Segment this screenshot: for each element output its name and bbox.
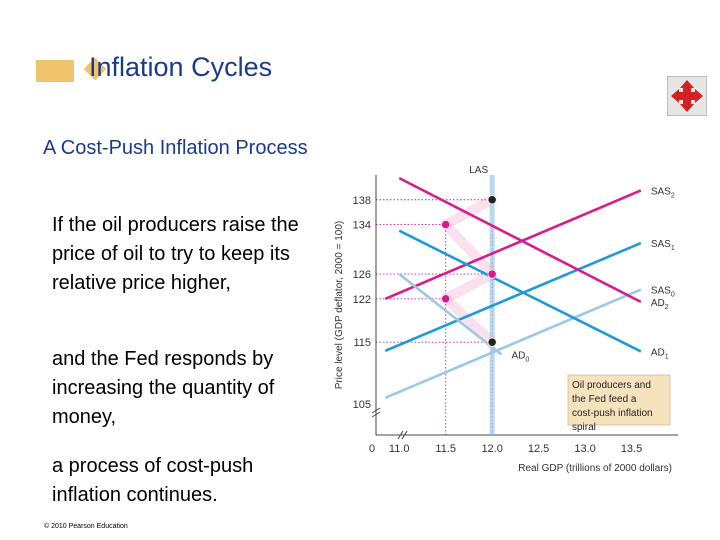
four-arrow-move-icon[interactable]: [667, 76, 707, 116]
annotation-line: the Fed feed a: [572, 394, 637, 405]
curve-sas1: [384, 241, 642, 353]
y-tick-label: 138: [353, 195, 371, 207]
x-tick-label: 13.5: [621, 443, 642, 455]
curve-sas0: [384, 288, 642, 400]
shift-band-1: [440, 219, 498, 280]
y-axis-break: [371, 407, 381, 418]
x-tick-label: 11.0: [389, 443, 410, 455]
y-tick-label: 105: [353, 399, 371, 411]
shift-band-2: [440, 194, 498, 230]
label-sas0: SAS0: [651, 286, 675, 299]
paragraph-inflation-continues: a process of cost-push inflation continu…: [52, 455, 254, 506]
point-11.5-134: [441, 219, 451, 230]
x-axis-break: [397, 430, 408, 440]
label-sas2: SAS2: [651, 186, 675, 199]
shift-band-3: [440, 293, 498, 348]
x-tick-label: 12.0: [481, 443, 502, 455]
y-tick-label: 115: [353, 337, 371, 349]
x-tick-label: 0: [369, 443, 375, 455]
x-tick-label: 11.5: [435, 443, 456, 455]
curve-sas2: [384, 189, 642, 301]
copyright-notice: © 2010 Pearson Education: [44, 523, 128, 530]
subheading: A Cost-Push Inflation Process: [43, 137, 308, 159]
y-axis-title: Price level (GDP deflator, 2000 = 100): [334, 221, 345, 390]
curve-ad0: [398, 273, 503, 356]
label-sas1: SAS1: [651, 239, 675, 252]
annotation-box: [567, 374, 671, 426]
point-12.0-138: [487, 195, 497, 205]
label-las: LAS: [469, 165, 488, 176]
point-12.0-115: [487, 337, 497, 347]
point-11.5-122: [441, 294, 451, 304]
annotation-line: cost-push inflation: [572, 408, 653, 419]
paragraph-oil-producers: If the oil producers raise the price of …: [52, 214, 299, 294]
annotation-line: Oil producers and: [572, 380, 651, 391]
curve-ad1: [398, 229, 642, 353]
x-tick-label: 13.0: [574, 443, 595, 455]
label-ad0: AD0: [511, 351, 529, 364]
curve-ad2: [398, 176, 642, 304]
shift-band-0: [440, 269, 498, 304]
y-tick-label: 134: [353, 220, 371, 232]
inflation-chart: 0 11.0 11.5 12.0 12.5 13.0 13.5 105 115 122 126 134…: [334, 165, 678, 474]
annotation-line: spiral: [572, 422, 596, 433]
x-axis-title: Real GDP (trillions of 2000 dollars): [518, 463, 672, 474]
slide-title: Inflation Cycles: [89, 52, 273, 82]
y-tick-label: 126: [353, 269, 371, 281]
paragraph-fed-responds: and the Fed responds by increasing the q…: [52, 348, 275, 428]
label-ad1: AD1: [651, 347, 669, 360]
x-tick-label: 12.5: [528, 443, 549, 455]
title-tab-shape: [36, 60, 74, 82]
label-ad2: AD2: [651, 298, 669, 311]
title-bar: Inflation Cycles: [36, 52, 336, 86]
point-12.0-126: [487, 269, 497, 279]
y-tick-label: 122: [353, 294, 371, 306]
